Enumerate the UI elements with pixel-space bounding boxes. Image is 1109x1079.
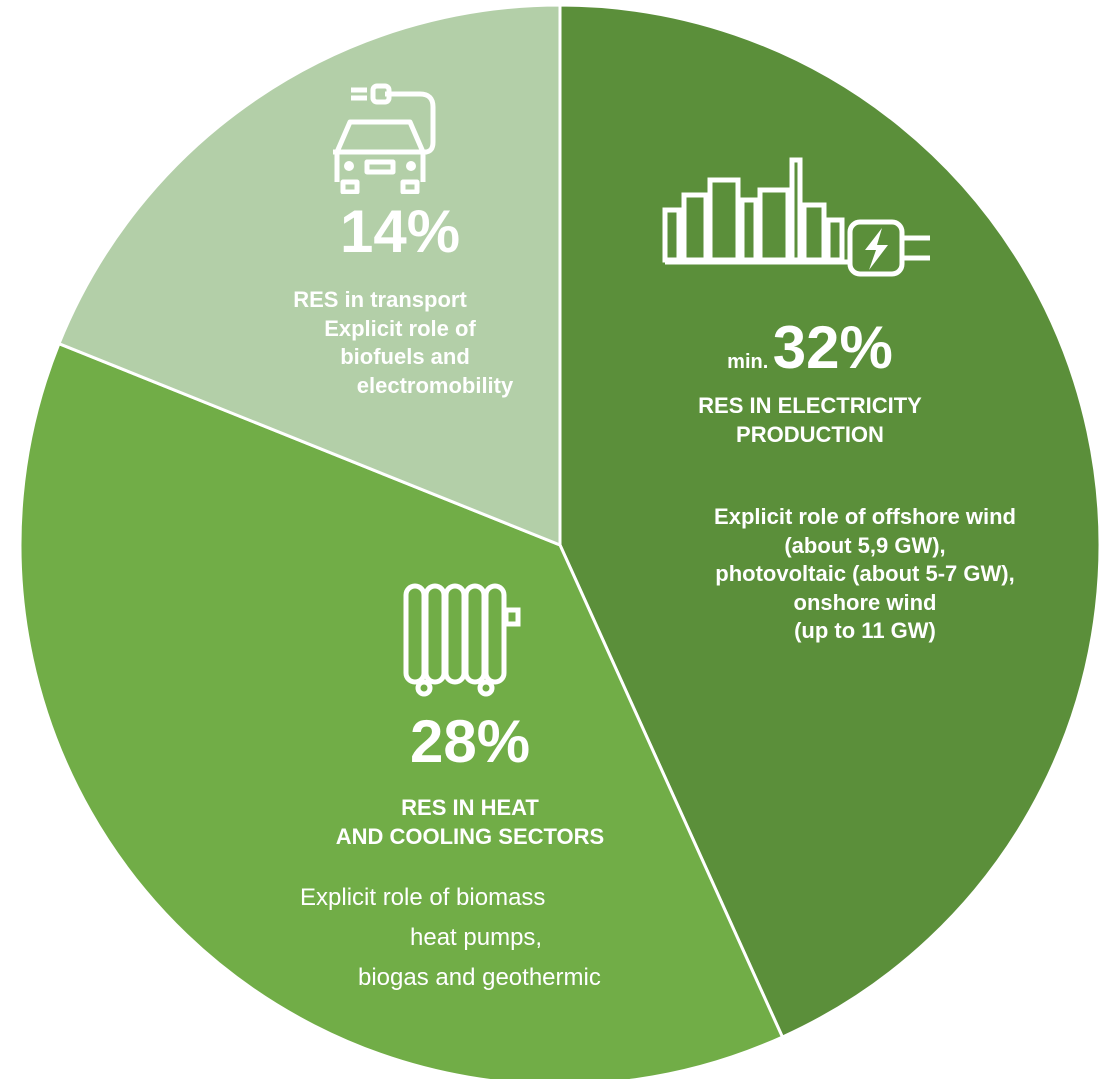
- slice-electricity-label: min. 32% RES IN ELECTRICITY PRODUCTION: [560, 318, 1060, 449]
- slice-electricity-prefix: min.: [727, 351, 769, 373]
- slice-electricity-detail-5: (up to 11 GW): [794, 618, 936, 644]
- slice-transport-percent: 14%: [339, 198, 461, 265]
- slice-transport-label: RES in transport Explicit role of biofue…: [230, 286, 530, 400]
- slice-electricity-heading-2: PRODUCTION: [736, 421, 884, 447]
- slice-heat-percent: 28%: [409, 708, 531, 775]
- electric-car-icon: [333, 83, 436, 194]
- slice-heat-wedge: [18, 341, 785, 1079]
- slice-electricity-detail-4: onshore wind: [793, 589, 937, 615]
- slice-heat-label: 28% RES IN HEAT AND COOLING SECTORS: [220, 712, 720, 851]
- slice-electricity-percent: 32%: [772, 314, 893, 381]
- slice-heat-heading-1: RES IN HEAT: [401, 795, 539, 820]
- slice-electricity-detail-1: Explicit role of offshore wind: [714, 504, 1016, 529]
- slice-heat-detail-1: Explicit role of biomass: [300, 884, 546, 911]
- slice-heat-detail-2: heat pumps,: [410, 924, 543, 951]
- slice-transport-heading-4: electromobility: [356, 372, 514, 398]
- slice-electricity-heading-1: RES IN ELECTRICITY: [698, 393, 922, 418]
- slice-heat-detail-3: biogas and geothermic: [358, 964, 601, 991]
- slice-transport-heading-1: RES in transport: [293, 287, 467, 312]
- slice-electricity-detail-3: photovoltaic (about 5-7 GW),: [715, 561, 1015, 587]
- radiator-icon: [403, 583, 521, 697]
- city-power-plug-icon: [662, 157, 930, 277]
- slice-heat-heading-2: AND COOLING SECTORS: [335, 823, 605, 849]
- slice-electricity-detail-2: (about 5,9 GW),: [784, 532, 946, 558]
- slice-transport-heading-3: biofuels and: [340, 344, 470, 370]
- slice-transport-heading-2: Explicit role of: [324, 315, 476, 341]
- slice-electricity-details: Explicit role of offshore wind (about 5,…: [610, 503, 1109, 646]
